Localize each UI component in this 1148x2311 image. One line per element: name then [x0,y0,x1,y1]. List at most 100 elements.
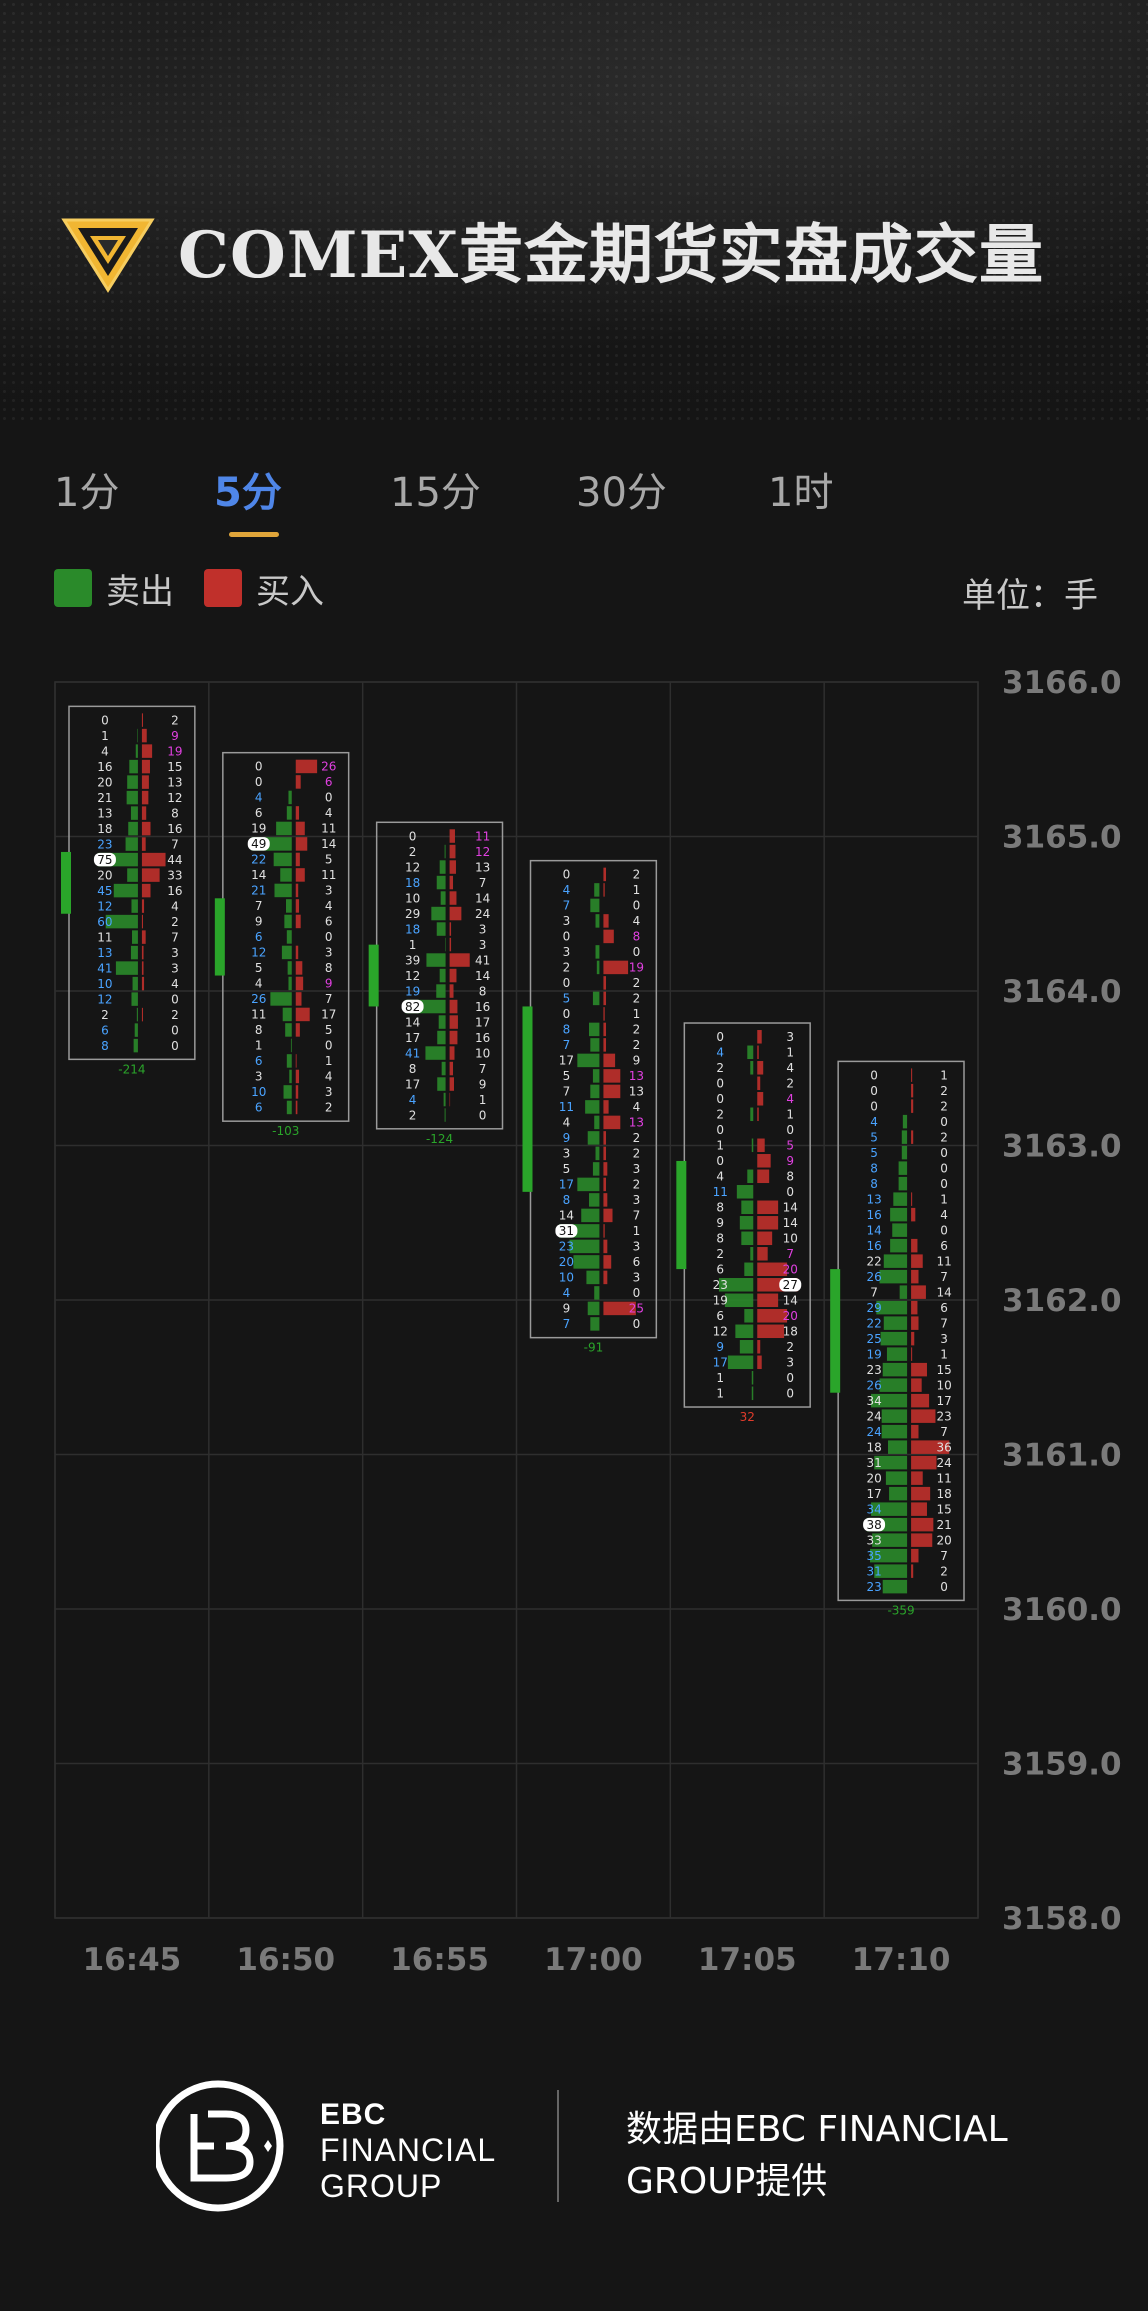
sell-volume-bar [443,1092,446,1107]
buy-volume-label: 7 [479,1062,487,1076]
sell-volume-label: 21 [251,884,266,898]
sell-volume-label: 7 [255,899,263,913]
buy-volume-bar [449,844,456,859]
sell-volume-label: 11 [97,930,112,944]
buy-volume-bar [603,991,607,1006]
sell-volume-label: 49 [251,837,266,851]
tab-1hour[interactable]: 1时 [768,470,834,516]
buy-volume-label: 0 [325,1039,333,1053]
buy-volume-bar [295,945,299,960]
buy-volume-bar [141,821,151,836]
sell-volume-label: 23 [866,1580,881,1594]
sell-volume-label: 12 [713,1325,728,1339]
buy-volume-bar [757,1076,761,1091]
sell-volume-label: 0 [563,930,571,944]
buy-volume-bar [141,914,143,929]
sell-volume-bar [425,1046,446,1060]
tab-15min[interactable]: 15分 [390,470,481,516]
buy-volume-bar [757,1200,779,1215]
tab-30min[interactable]: 30分 [576,470,667,516]
buy-volume-label: 0 [171,992,179,1006]
buy-volume-label: 2 [940,1084,948,1098]
candle-body [214,898,225,976]
buy-volume-label: 7 [940,1316,948,1330]
buy-volume-label: 5 [325,853,333,867]
sell-volume-label: 6 [716,1309,724,1323]
buy-volume-bar [603,1224,605,1238]
buy-volume-label: 2 [940,1099,948,1113]
buy-volume-bar [757,1340,761,1354]
sell-volume-bar [280,868,292,882]
sell-volume-bar [890,1207,908,1222]
sell-volume-bar [437,1030,446,1045]
sell-volume-label: 17 [405,1031,420,1045]
buy-volume-label: 23 [936,1409,951,1423]
sell-volume-bar [747,1169,754,1184]
buy-volume-bar [603,1301,636,1316]
buy-volume-bar [449,984,454,998]
sell-volume-bar [134,1023,138,1037]
sell-volume-label: 2 [563,961,571,975]
buy-volume-bar [141,868,160,882]
sell-volume-bar [284,914,292,929]
buy-volume-label: 14 [475,891,490,905]
sell-volume-bar [879,1269,908,1284]
buy-volume-label: 13 [629,1085,644,1099]
sell-volume-label: 22 [866,1316,881,1330]
buy-volume-bar [449,968,457,983]
sell-volume-label: 2 [409,845,417,859]
sell-volume-bar [590,1317,600,1331]
buy-volume-label: 2 [171,915,179,929]
buy-volume-bar [911,1455,937,1470]
sell-volume-bar [273,852,292,867]
sell-volume-label: 7 [563,899,571,913]
buy-volume-label: 0 [633,945,641,959]
sell-volume-label: 22 [866,1254,881,1268]
sell-volume-bar [592,1069,600,1083]
sell-volume-label: 41 [97,961,112,975]
sell-volume-bar [876,1300,908,1315]
buy-volume-label: 14 [475,969,490,983]
sell-volume-label: 26 [251,992,266,1006]
buy-volume-label: 2 [633,1038,641,1052]
tab-5min[interactable]: 5分 [214,470,282,516]
buy-volume-bar [911,1130,914,1144]
buy-volume-bar [295,961,303,975]
sell-volume-bar [594,883,600,897]
buy-volume-label: 10 [475,1046,490,1060]
sell-volume-label: 41 [405,1046,420,1060]
sell-volume-label: 4 [716,1046,724,1060]
sell-volume-label: 3 [563,945,571,959]
buy-volume-label: 5 [325,1023,333,1037]
sell-volume-bar [289,1069,292,1084]
sell-volume-bar [898,1176,908,1191]
sell-volume-bar [286,1054,292,1068]
sell-volume-bar [135,744,138,758]
sell-volume-label: 13 [97,806,112,820]
buy-volume-bar [911,1285,926,1299]
buy-volume-bar [911,1424,919,1439]
buy-volume-label: 20 [783,1309,798,1323]
buy-volume-bar [295,914,301,929]
sell-volume-label: 39 [405,953,420,967]
sell-volume-bar [573,1255,600,1269]
sell-volume-label: 9 [563,1131,571,1145]
delta-label: -124 [426,1132,453,1146]
buy-volume-label: 27 [783,1278,798,1292]
sell-volume-bar [592,991,600,1006]
brand-line-2: FINANCIAL [320,2132,497,2168]
buy-volume-bar [603,883,605,897]
buy-volume-label: 1 [786,1046,794,1060]
y-tick-label: 3164.0 [1002,974,1122,1010]
sell-volume-bar [724,1293,754,1308]
sell-volume-label: 0 [870,1099,878,1113]
sell-volume-bar [902,1114,908,1129]
sell-volume-label: 82 [405,1000,420,1014]
tab-1min[interactable]: 1分 [54,470,120,516]
y-tick-label: 3163.0 [1002,1129,1122,1165]
buy-volume-bar [295,883,299,898]
buy-volume-label: 13 [475,860,490,874]
buy-volume-bar [449,999,458,1014]
sell-volume-label: 0 [716,1077,724,1091]
sell-volume-bar [880,1331,908,1346]
